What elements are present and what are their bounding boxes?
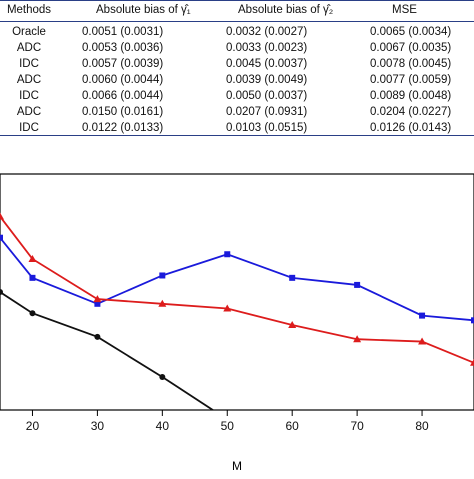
data-point-square xyxy=(471,317,474,324)
data-point-triangle xyxy=(93,295,102,303)
data-point-triangle xyxy=(353,335,362,343)
row-bias2: 0.0207 (0.0931) xyxy=(226,106,308,118)
data-point-triangle xyxy=(223,304,232,312)
row-method: IDC xyxy=(19,58,39,70)
row-mse: 0.0126 (0.0143) xyxy=(370,122,452,134)
data-point-circle xyxy=(94,333,101,340)
data-point-square xyxy=(159,272,166,279)
data-point-square xyxy=(0,234,3,241)
data-point-square xyxy=(94,300,101,307)
row-bias1: 0.0053 (0.0036) xyxy=(82,42,164,54)
row-bias2: 0.0033 (0.0023) xyxy=(226,42,308,54)
row-method: ADC xyxy=(16,74,42,86)
row-bias2: 0.0039 (0.0049) xyxy=(226,74,308,86)
x-axis-label: M xyxy=(232,459,242,473)
row-mse: 0.0067 (0.0035) xyxy=(370,42,452,54)
series-line-circle xyxy=(0,291,215,410)
row-bias1: 0.0057 (0.0039) xyxy=(82,58,164,70)
data-point-square xyxy=(419,312,426,319)
row-method: ADC xyxy=(16,42,42,54)
data-point-circle xyxy=(159,373,166,380)
x-tick-label: 80 xyxy=(415,419,429,433)
row-mse: 0.0204 (0.0227) xyxy=(370,106,452,118)
data-point-triangle xyxy=(158,299,167,307)
x-tick-label: 70 xyxy=(350,419,364,433)
row-bias2: 0.0032 (0.0027) xyxy=(226,26,308,38)
data-point-square xyxy=(354,281,361,288)
plot-frame xyxy=(0,173,474,411)
row-bias1: 0.0122 (0.0133) xyxy=(82,122,164,134)
x-axis-ticks: 20 30 40 50 60 70 80 xyxy=(26,410,429,433)
row-mse: 0.0065 (0.0034) xyxy=(370,26,452,38)
data-point-triangle xyxy=(418,337,427,345)
table-bottom-rule xyxy=(0,135,474,136)
row-bias2: 0.0045 (0.0037) xyxy=(226,58,308,70)
data-point-circle xyxy=(0,289,3,295)
row-bias1: 0.0051 (0.0031) xyxy=(82,26,164,38)
line-chart: 20 30 40 50 60 70 80 M xyxy=(0,160,474,474)
data-point-circle xyxy=(419,440,425,446)
data-point-square xyxy=(29,274,36,281)
row-bias2: 0.0050 (0.0037) xyxy=(226,90,308,102)
row-method: ADC xyxy=(16,106,42,118)
header-bias1: Absolute bias of γ̂₁ xyxy=(96,4,191,16)
data-point-triangle xyxy=(28,254,37,262)
row-bias2: 0.0103 (0.0515) xyxy=(226,122,308,134)
series-line-triangle xyxy=(0,215,474,364)
line-chart-svg: 20 30 40 50 60 70 80 M xyxy=(0,173,474,473)
x-tick-label: 40 xyxy=(156,419,170,433)
data-point-circle xyxy=(354,438,360,444)
x-tick-label: 60 xyxy=(286,419,300,433)
table-top-rule xyxy=(0,0,474,1)
x-tick-label: 30 xyxy=(91,419,105,433)
data-point-circle xyxy=(29,310,36,317)
header-bias2: Absolute bias of γ̂₂ xyxy=(238,4,334,16)
series-line-square xyxy=(0,237,474,322)
row-bias1: 0.0150 (0.0161) xyxy=(82,106,164,118)
series-markers xyxy=(0,212,474,446)
series-lines xyxy=(0,215,474,410)
table-header-rule xyxy=(0,21,474,22)
row-mse: 0.0077 (0.0059) xyxy=(370,74,452,86)
row-method: Oracle xyxy=(12,26,46,38)
row-bias1: 0.0066 (0.0044) xyxy=(82,90,164,102)
row-bias1: 0.0060 (0.0044) xyxy=(82,74,164,86)
x-tick-label: 20 xyxy=(26,419,40,433)
row-mse: 0.0089 (0.0048) xyxy=(370,90,452,102)
data-point-triangle xyxy=(288,321,297,329)
data-point-square xyxy=(224,251,231,258)
row-mse: 0.0078 (0.0045) xyxy=(370,58,452,70)
header-methods: Methods xyxy=(6,4,52,16)
data-point-square xyxy=(289,274,296,281)
header-mse: MSE xyxy=(392,4,417,16)
row-method: IDC xyxy=(19,90,39,102)
x-tick-label: 50 xyxy=(221,419,235,433)
row-method: IDC xyxy=(19,122,39,134)
results-table: Methods Absolute bias of γ̂₁ Absolute bi… xyxy=(0,0,474,136)
